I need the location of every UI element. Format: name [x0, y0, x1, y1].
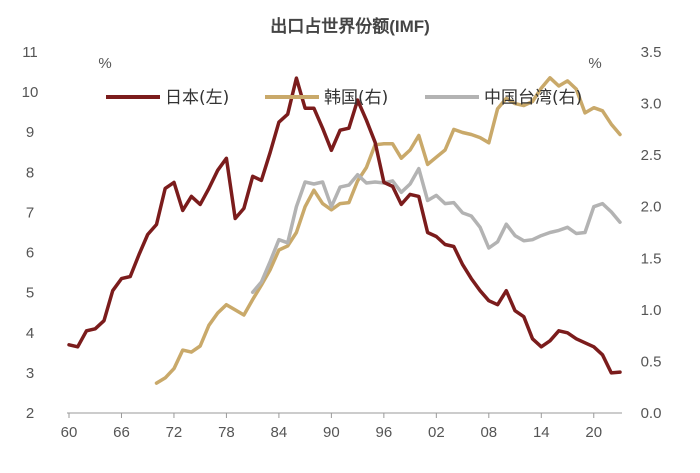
y-left-tick-label: 4	[26, 325, 34, 342]
x-tick-label: 08	[480, 424, 497, 441]
x-tick-label: 78	[218, 424, 235, 441]
left-unit-label: %	[98, 55, 111, 72]
y-left-tick-label: 3	[26, 365, 34, 382]
x-tick-label: 66	[113, 424, 130, 441]
chart-title: 出口占世界份额(IMF)	[270, 17, 430, 36]
y-left-tick-label: 2	[26, 405, 34, 422]
series-line-korea	[154, 76, 622, 385]
y-left-tick-label: 10	[22, 84, 39, 101]
y-right-tick-label: 0.5	[641, 353, 662, 370]
x-tick-label: 84	[271, 424, 288, 441]
x-tick-label: 02	[428, 424, 445, 441]
y-left-tick-label: 7	[26, 204, 34, 221]
y-right-tick-label: 2.0	[641, 199, 662, 216]
y-left-tick-label: 11	[22, 44, 38, 61]
legend-label-taiwan: 中国台湾(右)	[484, 88, 582, 108]
x-tick-label: 20	[585, 424, 602, 441]
y-right-tick-label: 1.0	[641, 302, 662, 319]
y-right-tick-label: 3.5	[641, 44, 662, 61]
x-tick-label: 60	[61, 424, 78, 441]
y-left-tick-label: 9	[26, 124, 34, 141]
y-left-tick-label: 8	[26, 164, 34, 181]
x-tick-label: 72	[166, 424, 183, 441]
right-unit-label: %	[588, 55, 601, 72]
y-right-tick-label: 2.5	[641, 147, 662, 164]
y-left-tick-label: 5	[26, 285, 34, 302]
legend-label-japan: 日本(左)	[165, 88, 229, 108]
y-right-tick-label: 3.0	[641, 96, 662, 113]
y-right-tick-label: 0.0	[641, 405, 662, 422]
y-right-tick-label: 1.5	[641, 250, 662, 267]
y-left-tick-label: 6	[26, 245, 34, 262]
x-tick-label: 96	[376, 424, 393, 441]
x-tick-label: 14	[533, 424, 550, 441]
series-line-taiwan	[250, 166, 622, 295]
legend-label-korea: 韩国(右)	[324, 88, 388, 108]
series-line-japan	[67, 76, 622, 375]
x-tick-label: 90	[323, 424, 340, 441]
